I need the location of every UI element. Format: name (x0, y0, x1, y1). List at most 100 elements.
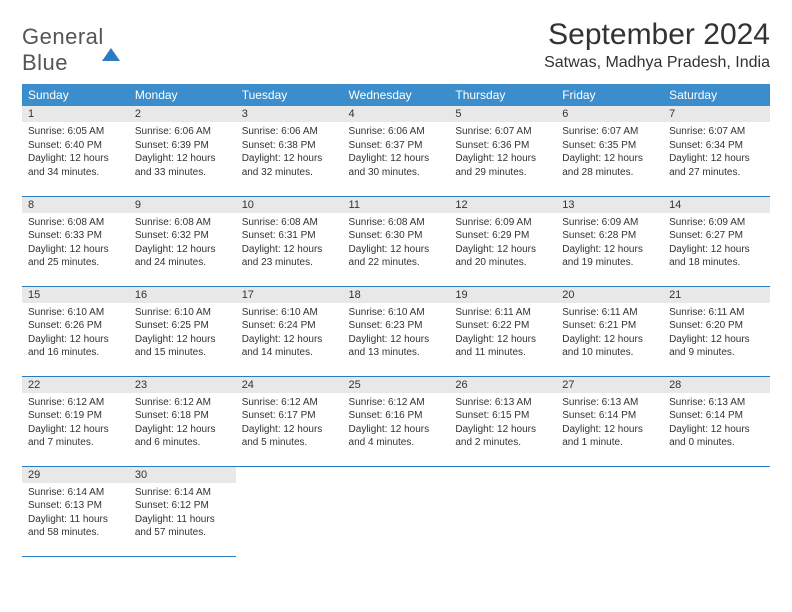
day-number: 12 (449, 197, 556, 213)
calendar-week: 1Sunrise: 6:05 AMSunset: 6:40 PMDaylight… (22, 106, 770, 196)
calendar-cell: 11Sunrise: 6:08 AMSunset: 6:30 PMDayligh… (343, 196, 450, 286)
sunset-text: Sunset: 6:14 PM (669, 409, 764, 423)
calendar-cell: 3Sunrise: 6:06 AMSunset: 6:38 PMDaylight… (236, 106, 343, 196)
day-body: Sunrise: 6:13 AMSunset: 6:15 PMDaylight:… (449, 393, 556, 454)
calendar-cell (663, 466, 770, 556)
calendar-week: 15Sunrise: 6:10 AMSunset: 6:26 PMDayligh… (22, 286, 770, 376)
sunrise-text: Sunrise: 6:10 AM (242, 306, 337, 320)
daylight-text-2: and 27 minutes. (669, 166, 764, 180)
calendar-cell: 24Sunrise: 6:12 AMSunset: 6:17 PMDayligh… (236, 376, 343, 466)
daylight-text-1: Daylight: 12 hours (242, 152, 337, 166)
calendar-cell: 25Sunrise: 6:12 AMSunset: 6:16 PMDayligh… (343, 376, 450, 466)
day-body: Sunrise: 6:14 AMSunset: 6:13 PMDaylight:… (22, 483, 129, 544)
sunset-text: Sunset: 6:34 PM (669, 139, 764, 153)
daylight-text-2: and 4 minutes. (349, 436, 444, 450)
sunrise-text: Sunrise: 6:10 AM (135, 306, 230, 320)
logo-line1: General (22, 24, 104, 49)
sunset-text: Sunset: 6:13 PM (28, 499, 123, 513)
daylight-text-2: and 20 minutes. (455, 256, 550, 270)
daylight-text-2: and 57 minutes. (135, 526, 230, 540)
month-title: September 2024 (544, 18, 770, 52)
weekday-row: SundayMondayTuesdayWednesdayThursdayFrid… (22, 84, 770, 106)
sunset-text: Sunset: 6:29 PM (455, 229, 550, 243)
daylight-text-1: Daylight: 12 hours (669, 423, 764, 437)
day-body: Sunrise: 6:06 AMSunset: 6:39 PMDaylight:… (129, 122, 236, 183)
sunrise-text: Sunrise: 6:12 AM (242, 396, 337, 410)
calendar-cell: 26Sunrise: 6:13 AMSunset: 6:15 PMDayligh… (449, 376, 556, 466)
daylight-text-1: Daylight: 12 hours (28, 243, 123, 257)
sunset-text: Sunset: 6:37 PM (349, 139, 444, 153)
day-number: 7 (663, 106, 770, 122)
daylight-text-2: and 15 minutes. (135, 346, 230, 360)
day-body: Sunrise: 6:11 AMSunset: 6:21 PMDaylight:… (556, 303, 663, 364)
day-body: Sunrise: 6:12 AMSunset: 6:18 PMDaylight:… (129, 393, 236, 454)
calendar-table: SundayMondayTuesdayWednesdayThursdayFrid… (22, 84, 770, 557)
daylight-text-1: Daylight: 12 hours (242, 243, 337, 257)
day-body: Sunrise: 6:11 AMSunset: 6:22 PMDaylight:… (449, 303, 556, 364)
calendar-cell: 19Sunrise: 6:11 AMSunset: 6:22 PMDayligh… (449, 286, 556, 376)
sunset-text: Sunset: 6:17 PM (242, 409, 337, 423)
day-body: Sunrise: 6:10 AMSunset: 6:23 PMDaylight:… (343, 303, 450, 364)
sunrise-text: Sunrise: 6:08 AM (28, 216, 123, 230)
day-number: 21 (663, 287, 770, 303)
calendar-cell: 2Sunrise: 6:06 AMSunset: 6:39 PMDaylight… (129, 106, 236, 196)
sunset-text: Sunset: 6:14 PM (562, 409, 657, 423)
daylight-text-1: Daylight: 12 hours (349, 152, 444, 166)
day-number: 19 (449, 287, 556, 303)
calendar-cell: 14Sunrise: 6:09 AMSunset: 6:27 PMDayligh… (663, 196, 770, 286)
day-body: Sunrise: 6:07 AMSunset: 6:35 PMDaylight:… (556, 122, 663, 183)
calendar-cell: 8Sunrise: 6:08 AMSunset: 6:33 PMDaylight… (22, 196, 129, 286)
day-number: 22 (22, 377, 129, 393)
day-body: Sunrise: 6:10 AMSunset: 6:25 PMDaylight:… (129, 303, 236, 364)
daylight-text-2: and 2 minutes. (455, 436, 550, 450)
calendar-cell: 1Sunrise: 6:05 AMSunset: 6:40 PMDaylight… (22, 106, 129, 196)
sunset-text: Sunset: 6:35 PM (562, 139, 657, 153)
calendar-cell (449, 466, 556, 556)
weekday-header: Monday (129, 84, 236, 106)
sunrise-text: Sunrise: 6:14 AM (28, 486, 123, 500)
logo-line2: Blue (22, 50, 68, 75)
sunset-text: Sunset: 6:27 PM (669, 229, 764, 243)
day-body: Sunrise: 6:14 AMSunset: 6:12 PMDaylight:… (129, 483, 236, 544)
daylight-text-1: Daylight: 12 hours (455, 333, 550, 347)
day-body: Sunrise: 6:12 AMSunset: 6:16 PMDaylight:… (343, 393, 450, 454)
calendar-cell: 18Sunrise: 6:10 AMSunset: 6:23 PMDayligh… (343, 286, 450, 376)
daylight-text-2: and 19 minutes. (562, 256, 657, 270)
day-number: 10 (236, 197, 343, 213)
logo: General Blue (22, 18, 120, 76)
sunset-text: Sunset: 6:28 PM (562, 229, 657, 243)
daylight-text-1: Daylight: 12 hours (669, 152, 764, 166)
calendar-body: 1Sunrise: 6:05 AMSunset: 6:40 PMDaylight… (22, 106, 770, 556)
daylight-text-1: Daylight: 12 hours (349, 243, 444, 257)
calendar-cell: 4Sunrise: 6:06 AMSunset: 6:37 PMDaylight… (343, 106, 450, 196)
weekday-header: Saturday (663, 84, 770, 106)
sunrise-text: Sunrise: 6:12 AM (349, 396, 444, 410)
calendar-cell: 20Sunrise: 6:11 AMSunset: 6:21 PMDayligh… (556, 286, 663, 376)
day-body: Sunrise: 6:08 AMSunset: 6:33 PMDaylight:… (22, 213, 129, 274)
daylight-text-1: Daylight: 12 hours (562, 423, 657, 437)
daylight-text-2: and 30 minutes. (349, 166, 444, 180)
daylight-text-2: and 29 minutes. (455, 166, 550, 180)
sunrise-text: Sunrise: 6:09 AM (669, 216, 764, 230)
sunrise-text: Sunrise: 6:12 AM (28, 396, 123, 410)
day-number: 1 (22, 106, 129, 122)
day-number: 25 (343, 377, 450, 393)
calendar-head: SundayMondayTuesdayWednesdayThursdayFrid… (22, 84, 770, 106)
sunrise-text: Sunrise: 6:10 AM (28, 306, 123, 320)
sunrise-text: Sunrise: 6:06 AM (242, 125, 337, 139)
daylight-text-2: and 22 minutes. (349, 256, 444, 270)
sunrise-text: Sunrise: 6:08 AM (349, 216, 444, 230)
daylight-text-2: and 0 minutes. (669, 436, 764, 450)
calendar-week: 8Sunrise: 6:08 AMSunset: 6:33 PMDaylight… (22, 196, 770, 286)
sunrise-text: Sunrise: 6:11 AM (669, 306, 764, 320)
sunset-text: Sunset: 6:30 PM (349, 229, 444, 243)
sunrise-text: Sunrise: 6:07 AM (562, 125, 657, 139)
daylight-text-2: and 23 minutes. (242, 256, 337, 270)
sunset-text: Sunset: 6:23 PM (349, 319, 444, 333)
day-number: 28 (663, 377, 770, 393)
daylight-text-1: Daylight: 12 hours (242, 423, 337, 437)
day-body: Sunrise: 6:08 AMSunset: 6:30 PMDaylight:… (343, 213, 450, 274)
sunset-text: Sunset: 6:22 PM (455, 319, 550, 333)
calendar-cell: 22Sunrise: 6:12 AMSunset: 6:19 PMDayligh… (22, 376, 129, 466)
title-block: September 2024 Satwas, Madhya Pradesh, I… (544, 18, 770, 72)
